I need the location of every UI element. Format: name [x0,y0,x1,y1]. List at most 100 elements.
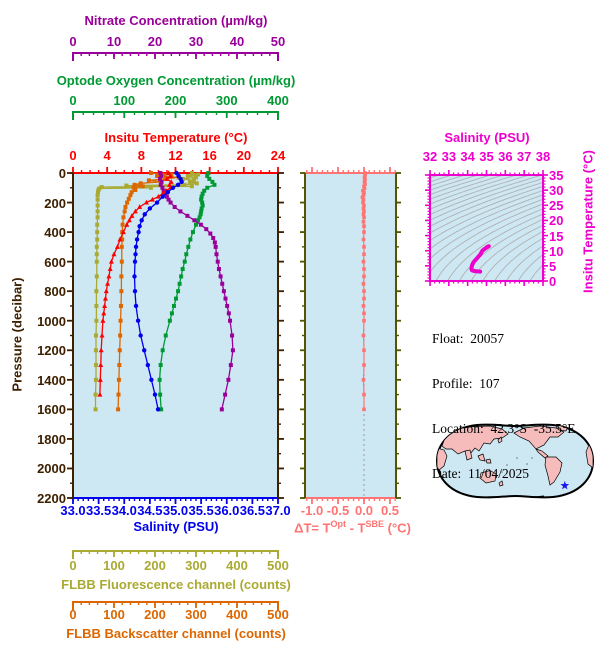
fluorescence-tick-label: 500 [267,558,289,573]
pressure-axis-title: Pressure (decibar) [9,277,25,392]
nitrate-axis-title: Nitrate Concentration (µm/kg) [84,13,268,28]
float-location-star [560,481,570,490]
ts-curve [469,244,491,274]
temperature-tick-label: 4 [103,148,111,163]
oxygen-tick-label: 0 [69,93,77,108]
float-info-block: Float: 20057 Profile: 107 Location: 42.3… [432,301,576,511]
ts-temperature-tick-label: 25 [549,198,564,214]
map-antarctica-coast [469,495,545,498]
map-continents [437,424,593,498]
nitrate-tick-label: 40 [229,34,245,49]
backscatter-axis [72,601,279,610]
pressure-tick-label: 1400 [37,372,66,388]
salinity-tick-label: 36.0 [214,503,240,518]
backscatter-tick-label: 300 [185,607,207,622]
profile-number: Profile: 107 [432,376,500,391]
oxygen-tick-label: 100 [113,93,136,108]
delta-t-tick-label: -1.0 [300,503,324,518]
nitrate-tick-label: 20 [147,34,163,49]
delta-t-label-sup-sbe: SBE [365,519,385,529]
delta-t-tick-label: 0.5 [380,503,400,518]
fluorescence-tick-label: 200 [144,558,166,573]
pressure-tick-label: 2000 [37,461,66,477]
fluorescence-axis-title: FLBB Fluorescence channel (counts) [61,577,291,592]
ts-temperature-tick-label: 20 [549,213,564,229]
ts-salinity-tick-label: 32 [422,149,438,164]
ts-temperature-tick-label: 15 [549,228,564,244]
oxygen-tick-label: 300 [215,93,238,108]
delta-t-tick-label: -0.5 [326,503,350,518]
main-profile-panel [67,167,284,504]
salinity-tick-label: 36.5 [239,503,266,518]
isopycnal-contours [430,175,543,281]
oxygen-axis-title: Optode Oxygen Concentration (µm/kg) [56,73,296,88]
nitrate-axis [72,52,279,61]
flbb-fluorescence-profile [93,171,201,412]
temperature-axis-title: Insitu Temperature (°C) [104,130,248,145]
pressure-tick-label: 1800 [37,431,66,447]
fluorescence-tick-label: 400 [226,558,248,573]
flbb-backscatter-profile [116,171,181,412]
delta-t-label-mid: - T [346,520,366,536]
temperature-tick-label: 12 [168,148,183,163]
ts-salinity-tick-label: 33 [441,149,457,164]
delta-t-tick-label: 0.0 [354,503,374,518]
temperature-tick-label: 16 [202,148,217,163]
insitu-temperature-profile [97,170,174,397]
temperature-tick-label: 8 [137,148,145,163]
delta-t-axis-label: ΔT= TOpt - TSBE (°C) [282,519,423,535]
backscatter-tick-label: 500 [267,607,289,622]
world-map [435,423,595,499]
ts-salinity-tick-label: 35 [479,149,494,164]
backscatter-axis-title: FLBB Backscatter channel (counts) [66,626,286,641]
salinity-tick-label: 35.0 [162,503,189,518]
salinity-tick-label: 33.0 [60,503,86,518]
backscatter-tick-label: 200 [144,607,166,622]
nitrate-tick-label: 30 [188,34,204,49]
nitrate-tick-label: 0 [69,34,77,49]
delta-t-label-post: (°C) [384,520,411,536]
oxygen-tick-label: 400 [267,93,289,108]
pressure-tick-label: 600 [44,254,66,270]
temperature-tick-label: 24 [270,148,286,163]
delta-t-label-pre: ΔT= T [294,520,331,536]
fluorescence-tick-label: 300 [185,558,207,573]
oxygen-tick-label: 200 [164,93,187,108]
pressure-tick-label: 0 [58,166,66,181]
oxygen-axis [72,111,279,120]
temperature-tick-label: 20 [236,148,252,163]
salinity-profile [132,170,184,412]
pressure-tick-label: 400 [44,225,66,241]
fluorescence-axis [72,550,279,559]
ts-temperature-tick-label: 35 [549,168,564,183]
salinity-tick-label: 34.0 [111,503,137,518]
ts-diagram-panel [425,170,548,286]
salinity-tick-label: 37.0 [265,503,291,518]
delta-t-label-sup-opt: Opt [330,519,347,529]
backscatter-tick-label: 400 [226,607,248,622]
ts-salinity-tick-label: 38 [535,149,551,164]
float-id: Float: 20057 [432,331,505,346]
pressure-tick-label: 800 [44,284,66,300]
temperature-tick-label: 0 [69,148,77,163]
ts-salinity-tick-label: 34 [460,149,475,164]
temperature-difference-panel [300,167,401,504]
salinity-tick-label: 33.5 [85,503,112,518]
fluorescence-tick-label: 100 [103,558,125,573]
pressure-tick-label: 2200 [37,491,66,506]
backscatter-tick-label: 100 [103,607,125,622]
salinity-tick-label: 34.5 [137,503,163,518]
backscatter-tick-label: 0 [69,607,77,622]
salinity-axis-title: Salinity (PSU) [133,519,219,534]
nitrate-tick-label: 50 [270,34,286,49]
nitrate-tick-label: 10 [106,34,122,49]
delta-t-profile [360,171,367,412]
profile-date: Date: 11/04/2025 [432,466,529,481]
pressure-tick-label: 1200 [37,343,66,359]
ts-temperature-title: Insitu Temperature (°C) [580,150,596,293]
pressure-tick-label: 1600 [37,402,66,418]
fluorescence-tick-label: 0 [69,558,77,573]
ts-salinity-tick-label: 36 [498,149,513,164]
float-location: Location: 42.3°S -35.5°E [432,421,576,436]
